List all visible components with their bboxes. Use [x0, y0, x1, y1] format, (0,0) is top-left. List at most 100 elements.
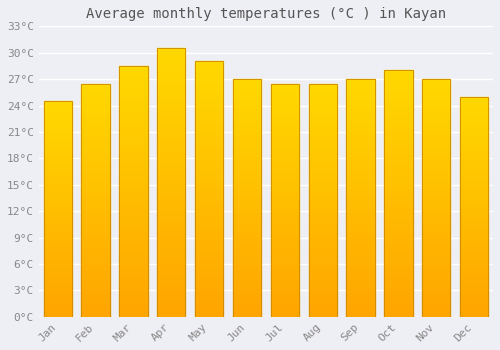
Bar: [384, 189, 412, 194]
Bar: [44, 114, 72, 118]
Bar: [82, 182, 110, 186]
Bar: [460, 123, 488, 127]
Bar: [346, 198, 375, 203]
Bar: [308, 172, 337, 177]
Bar: [195, 215, 224, 220]
Bar: [346, 260, 375, 265]
Bar: [82, 172, 110, 177]
Bar: [308, 158, 337, 163]
Bar: [270, 191, 299, 196]
Bar: [308, 289, 337, 293]
Bar: [195, 107, 224, 113]
Bar: [308, 233, 337, 238]
Bar: [119, 106, 148, 111]
Bar: [422, 217, 450, 222]
Bar: [346, 112, 375, 117]
Bar: [460, 154, 488, 158]
Bar: [308, 219, 337, 224]
Bar: [44, 127, 72, 131]
Bar: [460, 277, 488, 282]
Bar: [157, 252, 186, 258]
Bar: [82, 280, 110, 284]
Bar: [422, 245, 450, 250]
Bar: [195, 276, 224, 281]
Bar: [233, 169, 261, 174]
Bar: [422, 260, 450, 265]
Title: Average monthly temperatures (°C ) in Kayan: Average monthly temperatures (°C ) in Ka…: [86, 7, 446, 21]
Bar: [270, 116, 299, 121]
Bar: [422, 188, 450, 193]
Bar: [308, 247, 337, 252]
Bar: [422, 284, 450, 288]
Bar: [157, 290, 186, 295]
Bar: [233, 184, 261, 188]
Bar: [346, 298, 375, 302]
Bar: [157, 118, 186, 124]
Bar: [195, 194, 224, 200]
Bar: [195, 220, 224, 225]
Bar: [157, 113, 186, 118]
Bar: [195, 199, 224, 204]
Bar: [195, 92, 224, 97]
Bar: [422, 265, 450, 269]
Bar: [157, 167, 186, 172]
Bar: [270, 233, 299, 238]
Bar: [157, 231, 186, 236]
Bar: [422, 136, 450, 141]
Bar: [346, 265, 375, 269]
Bar: [44, 222, 72, 226]
Bar: [82, 163, 110, 168]
Bar: [384, 203, 412, 208]
Bar: [308, 303, 337, 307]
Bar: [460, 163, 488, 167]
Bar: [270, 261, 299, 266]
Bar: [270, 177, 299, 182]
Bar: [384, 228, 412, 233]
Bar: [346, 98, 375, 103]
Bar: [422, 89, 450, 93]
Bar: [195, 118, 224, 123]
Bar: [44, 226, 72, 231]
Bar: [44, 304, 72, 308]
Bar: [119, 267, 148, 272]
Bar: [384, 233, 412, 238]
Bar: [44, 278, 72, 282]
Bar: [346, 117, 375, 122]
Bar: [422, 193, 450, 198]
Bar: [460, 282, 488, 286]
Bar: [157, 312, 186, 317]
Bar: [270, 298, 299, 303]
Bar: [157, 172, 186, 177]
Bar: [82, 224, 110, 228]
Bar: [384, 139, 412, 144]
Bar: [270, 200, 299, 205]
Bar: [82, 149, 110, 154]
Bar: [308, 284, 337, 289]
Bar: [422, 250, 450, 255]
Bar: [82, 130, 110, 135]
Bar: [44, 153, 72, 157]
Bar: [119, 71, 148, 76]
Bar: [460, 229, 488, 233]
Bar: [44, 118, 72, 123]
Bar: [82, 186, 110, 191]
Bar: [82, 121, 110, 126]
Bar: [233, 250, 261, 255]
Bar: [384, 80, 412, 85]
Bar: [119, 307, 148, 312]
Bar: [384, 110, 412, 115]
Bar: [82, 261, 110, 266]
Bar: [157, 306, 186, 312]
Bar: [270, 98, 299, 102]
Bar: [157, 48, 186, 317]
Bar: [346, 279, 375, 284]
Bar: [270, 275, 299, 280]
Bar: [308, 93, 337, 98]
Bar: [195, 102, 224, 107]
Bar: [82, 247, 110, 252]
Bar: [308, 102, 337, 107]
Bar: [422, 288, 450, 293]
Bar: [233, 89, 261, 93]
Bar: [157, 91, 186, 97]
Bar: [384, 307, 412, 312]
